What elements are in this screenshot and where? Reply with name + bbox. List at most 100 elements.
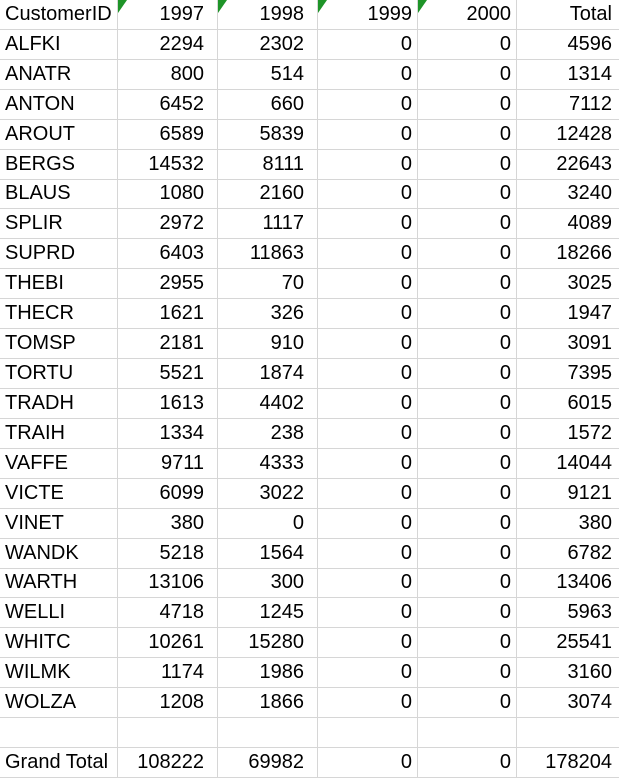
column-header-2000[interactable]: 2000 bbox=[418, 0, 517, 30]
cell-WOLZA-1998[interactable]: 1866 bbox=[218, 688, 318, 719]
cell-WANDK-Total[interactable]: 6782 bbox=[517, 539, 619, 569]
cell-AROUT-1997[interactable]: 6589 bbox=[118, 119, 218, 150]
cell-WARTH-Total[interactable]: 13406 bbox=[517, 569, 619, 599]
cell-ANTON-Total[interactable]: 7112 bbox=[517, 90, 619, 120]
cell-THEBI-Total[interactable]: 3025 bbox=[517, 269, 619, 300]
cell-VAFFE-Total[interactable]: 14044 bbox=[517, 449, 619, 479]
cell-WELLI-2000[interactable]: 0 bbox=[418, 598, 517, 629]
cell-SUPRD-1997[interactable]: 6403 bbox=[118, 239, 218, 270]
cell-BLAUS-Total[interactable]: 3240 bbox=[517, 180, 619, 210]
cell-TRADH-1999[interactable]: 0 bbox=[318, 388, 418, 419]
cell-THECR-Total[interactable]: 1947 bbox=[517, 299, 619, 330]
cell-WHITC-1998[interactable]: 15280 bbox=[218, 628, 318, 659]
cell-ALFKI-Total[interactable]: 4596 bbox=[517, 30, 619, 60]
cell-TRADH-2000[interactable]: 0 bbox=[418, 388, 517, 419]
cell-VINET-Total[interactable]: 380 bbox=[517, 509, 619, 539]
cell-WARTH-CustomerID[interactable]: WARTH bbox=[0, 568, 118, 599]
cell-WANDK-2000[interactable]: 0 bbox=[418, 538, 517, 569]
cell-WHITC-CustomerID[interactable]: WHITC bbox=[0, 628, 118, 659]
cell-TORTU-CustomerID[interactable]: TORTU bbox=[0, 359, 118, 389]
cell-SUPRD-Total[interactable]: 18266 bbox=[517, 239, 619, 270]
cell-VICTE-CustomerID[interactable]: VICTE bbox=[0, 478, 118, 509]
cell-ANATR-Total[interactable]: 1314 bbox=[517, 60, 619, 90]
column-header-CustomerID[interactable]: CustomerID bbox=[0, 0, 118, 30]
cell-SPLIR-1999[interactable]: 0 bbox=[318, 209, 418, 240]
cell-VAFFE-CustomerID[interactable]: VAFFE bbox=[0, 448, 118, 479]
cell-WILMK-2000[interactable]: 0 bbox=[418, 658, 517, 689]
cell-ALFKI-1997[interactable]: 2294 bbox=[118, 29, 218, 60]
cell-AROUT-1998[interactable]: 5839 bbox=[218, 119, 318, 150]
cell-BLAUS-1999[interactable]: 0 bbox=[318, 179, 418, 210]
grand-total-cell-1999[interactable]: 0 bbox=[318, 748, 418, 778]
cell-VAFFE-1997[interactable]: 9711 bbox=[118, 448, 218, 479]
cell-WELLI-1998[interactable]: 1245 bbox=[218, 598, 318, 629]
cell-TOMSP-2000[interactable]: 0 bbox=[418, 329, 517, 360]
cell-VICTE-Total[interactable]: 9121 bbox=[517, 479, 619, 509]
cell-TRAIH-1998[interactable]: 238 bbox=[218, 418, 318, 449]
cell-TRADH-1997[interactable]: 1613 bbox=[118, 388, 218, 419]
cell-WOLZA-1999[interactable]: 0 bbox=[318, 688, 418, 719]
cell-ANATR-1998[interactable]: 514 bbox=[218, 59, 318, 90]
grand-total-cell-Total[interactable]: 178204 bbox=[517, 748, 619, 778]
cell-WHITC-1999[interactable]: 0 bbox=[318, 628, 418, 659]
cell-TORTU-2000[interactable]: 0 bbox=[418, 359, 517, 389]
empty-cell-2000[interactable] bbox=[418, 718, 517, 749]
cell-ANATR-2000[interactable]: 0 bbox=[418, 59, 517, 90]
cell-VINET-2000[interactable]: 0 bbox=[418, 508, 517, 539]
cell-TRAIH-1999[interactable]: 0 bbox=[318, 418, 418, 449]
grand-total-cell-1998[interactable]: 69982 bbox=[218, 748, 318, 778]
cell-WELLI-Total[interactable]: 5963 bbox=[517, 598, 619, 629]
cell-ANTON-CustomerID[interactable]: ANTON bbox=[0, 89, 118, 120]
cell-TRAIH-Total[interactable]: 1572 bbox=[517, 419, 619, 449]
cell-WOLZA-CustomerID[interactable]: WOLZA bbox=[0, 688, 118, 719]
cell-WELLI-1999[interactable]: 0 bbox=[318, 598, 418, 629]
cell-BLAUS-1998[interactable]: 2160 bbox=[218, 179, 318, 210]
cell-SUPRD-CustomerID[interactable]: SUPRD bbox=[0, 239, 118, 270]
cell-WILMK-CustomerID[interactable]: WILMK bbox=[0, 658, 118, 689]
cell-THECR-CustomerID[interactable]: THECR bbox=[0, 299, 118, 330]
cell-BERGS-Total[interactable]: 22643 bbox=[517, 150, 619, 180]
cell-SUPRD-1999[interactable]: 0 bbox=[318, 239, 418, 270]
cell-WANDK-1998[interactable]: 1564 bbox=[218, 538, 318, 569]
grand-total-cell-CustomerID[interactable]: Grand Total bbox=[0, 748, 118, 778]
cell-TRAIH-CustomerID[interactable]: TRAIH bbox=[0, 418, 118, 449]
cell-WILMK-1998[interactable]: 1986 bbox=[218, 658, 318, 689]
cell-TOMSP-Total[interactable]: 3091 bbox=[517, 329, 619, 360]
cell-THECR-2000[interactable]: 0 bbox=[418, 299, 517, 330]
cell-VICTE-1998[interactable]: 3022 bbox=[218, 478, 318, 509]
cell-TORTU-1998[interactable]: 1874 bbox=[218, 359, 318, 389]
cell-SPLIR-1997[interactable]: 2972 bbox=[118, 209, 218, 240]
cell-WILMK-1999[interactable]: 0 bbox=[318, 658, 418, 689]
cell-WHITC-Total[interactable]: 25541 bbox=[517, 628, 619, 659]
cell-VICTE-1999[interactable]: 0 bbox=[318, 478, 418, 509]
cell-WOLZA-2000[interactable]: 0 bbox=[418, 688, 517, 719]
cell-THECR-1998[interactable]: 326 bbox=[218, 299, 318, 330]
cell-THEBI-CustomerID[interactable]: THEBI bbox=[0, 269, 118, 300]
cell-ALFKI-1998[interactable]: 2302 bbox=[218, 29, 318, 60]
grand-total-cell-2000[interactable]: 0 bbox=[418, 748, 517, 778]
cell-TRADH-1998[interactable]: 4402 bbox=[218, 388, 318, 419]
cell-SUPRD-2000[interactable]: 0 bbox=[418, 239, 517, 270]
cell-VINET-1998[interactable]: 0 bbox=[218, 508, 318, 539]
cell-VAFFE-1998[interactable]: 4333 bbox=[218, 448, 318, 479]
cell-THEBI-2000[interactable]: 0 bbox=[418, 269, 517, 300]
empty-cell-1998[interactable] bbox=[218, 718, 318, 749]
cell-VINET-1999[interactable]: 0 bbox=[318, 508, 418, 539]
cell-WELLI-CustomerID[interactable]: WELLI bbox=[0, 598, 118, 629]
cell-TOMSP-1998[interactable]: 910 bbox=[218, 329, 318, 360]
cell-BLAUS-CustomerID[interactable]: BLAUS bbox=[0, 179, 118, 210]
cell-TOMSP-1997[interactable]: 2181 bbox=[118, 329, 218, 360]
cell-AROUT-Total[interactable]: 12428 bbox=[517, 120, 619, 150]
cell-TORTU-Total[interactable]: 7395 bbox=[517, 359, 619, 389]
cell-BERGS-CustomerID[interactable]: BERGS bbox=[0, 149, 118, 180]
cell-TORTU-1999[interactable]: 0 bbox=[318, 359, 418, 389]
cell-VAFFE-2000[interactable]: 0 bbox=[418, 448, 517, 479]
cell-WARTH-1999[interactable]: 0 bbox=[318, 568, 418, 599]
cell-THEBI-1998[interactable]: 70 bbox=[218, 269, 318, 300]
cell-TRADH-Total[interactable]: 6015 bbox=[517, 389, 619, 419]
cell-WARTH-1997[interactable]: 13106 bbox=[118, 568, 218, 599]
cell-ANTON-1998[interactable]: 660 bbox=[218, 89, 318, 120]
cell-BERGS-1999[interactable]: 0 bbox=[318, 149, 418, 180]
cell-TRAIH-2000[interactable]: 0 bbox=[418, 418, 517, 449]
cell-ANATR-CustomerID[interactable]: ANATR bbox=[0, 59, 118, 90]
